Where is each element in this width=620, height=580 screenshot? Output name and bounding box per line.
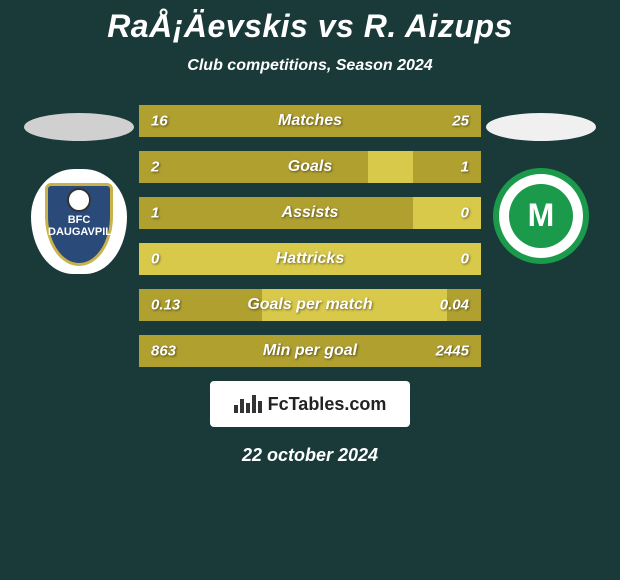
stat-label: Goals per match [139, 296, 481, 314]
bfc-logo: BFC DAUGAVPILS [31, 169, 127, 274]
metta-letter: M [528, 197, 555, 234]
club-logo-right: M [491, 163, 591, 268]
stats-column: 1625Matches 21Goals 10Assists 00Hattricks 0.… [139, 105, 481, 367]
stat-row: 8632445Min per goal [139, 335, 481, 367]
date-label: 22 october 2024 [242, 445, 378, 466]
left-player-column: BFC DAUGAVPILS [19, 105, 139, 274]
stat-label: Goals [139, 158, 481, 176]
player-silhouette-left [24, 113, 134, 141]
stat-row: 21Goals [139, 151, 481, 183]
stat-label: Assists [139, 204, 481, 222]
stat-row: 0.130.04Goals per match [139, 289, 481, 321]
main-area: BFC DAUGAVPILS 1625Matches 21Goals 10Assis… [0, 105, 620, 367]
bar-chart-icon [234, 395, 262, 413]
stat-row: 1625Matches [139, 105, 481, 137]
brand-text: FcTables.com [268, 394, 387, 415]
soccer-ball-icon [67, 188, 91, 212]
bfc-logo-text: BFC DAUGAVPILS [48, 214, 110, 238]
club-logo-left: BFC DAUGAVPILS [29, 169, 129, 274]
left-club-name: BFC DAUGAVPILS [48, 214, 119, 238]
brand-badge[interactable]: FcTables.com [210, 381, 410, 427]
bfc-shield-icon: BFC DAUGAVPILS [45, 183, 113, 266]
stat-label: Hattricks [139, 250, 481, 268]
stat-row: 00Hattricks [139, 243, 481, 275]
right-player-column: M [481, 105, 601, 268]
stat-label: Matches [139, 112, 481, 130]
comparison-container: RaÅ¡Äevskis vs R. Aizups Club competitio… [0, 0, 620, 466]
stat-label: Min per goal [139, 342, 481, 360]
metta-logo-inner: M [509, 184, 573, 248]
player-silhouette-right [486, 113, 596, 141]
page-subtitle: Club competitions, Season 2024 [187, 57, 432, 75]
stat-row: 10Assists [139, 197, 481, 229]
metta-logo: M [493, 168, 589, 264]
page-title: RaÅ¡Äevskis vs R. Aizups [107, 8, 513, 45]
